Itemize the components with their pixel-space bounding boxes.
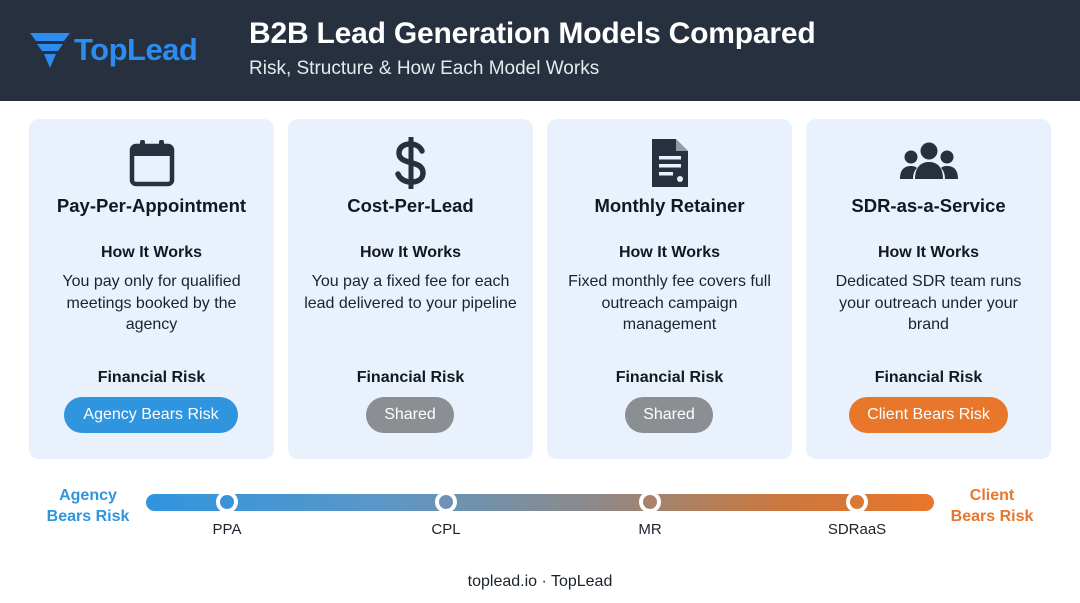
scale-node-label: MR	[638, 521, 662, 538]
scale-node-label: PPA	[212, 521, 242, 538]
financial-risk-heading: Financial Risk	[615, 369, 724, 386]
footer-credit: toplead.io · TopLead	[467, 573, 613, 590]
page-title: B2B Lead Generation Models Compared	[249, 17, 816, 50]
model-name: Pay-Per-Appointment	[56, 195, 247, 216]
how-it-works-heading: How It Works	[100, 244, 203, 261]
model-card-monthly-retainer: Monthly Retainer How It Works Fixed mont…	[547, 119, 792, 459]
scale-left-label: Agency Bears Risk	[40, 485, 136, 527]
scale-node-label: SDRaaS	[827, 521, 887, 538]
scale-right-label-line1: Client	[969, 487, 1015, 504]
scale-node-cpl	[435, 491, 457, 513]
scale-right-label: Client Bears Risk	[944, 485, 1040, 527]
how-it-works-text: Fixed monthly fee covers full outreach c…	[568, 273, 771, 333]
scale-left-label-line2: Bears Risk	[46, 508, 130, 525]
header-banner: TopLead B2B Lead Generation Models Compa…	[0, 0, 1080, 101]
financial-risk-heading: Financial Risk	[356, 369, 465, 386]
dollar-icon	[394, 137, 426, 189]
risk-scale-track	[146, 494, 934, 511]
model-card-pay-per-appointment: Pay-Per-Appointment How It Works You pay…	[29, 119, 274, 459]
scale-node-mr	[639, 491, 661, 513]
risk-badge: Shared	[366, 397, 454, 433]
how-it-works-heading: How It Works	[359, 244, 462, 261]
toplead-logo-icon	[30, 33, 70, 68]
scale-right-label-line2: Bears Risk	[950, 508, 1034, 525]
scale-node-label: CPL	[431, 521, 461, 538]
model-name: SDR-as-a-Service	[851, 195, 1006, 216]
model-name: Monthly Retainer	[594, 195, 745, 216]
team-icon	[899, 142, 958, 179]
risk-badge: Shared	[625, 397, 713, 433]
scale-left-label-line1: Agency	[59, 487, 117, 504]
how-it-works-text: You pay only for qualified meetings book…	[62, 273, 241, 333]
how-it-works-heading: How It Works	[877, 244, 980, 261]
how-it-works-text: Dedicated SDR team runs your outreach un…	[835, 273, 1022, 333]
how-it-works-text: You pay a fixed fee for each lead delive…	[304, 273, 517, 312]
scale-node-sdraas	[846, 491, 868, 513]
how-it-works-heading: How It Works	[618, 244, 721, 261]
logo-text: TopLead	[74, 32, 198, 67]
calendar-icon	[129, 140, 174, 187]
logo[interactable]: TopLead	[28, 28, 218, 72]
risk-badge: Agency Bears Risk	[64, 397, 238, 433]
scale-node-ppa	[216, 491, 238, 513]
risk-badge: Client Bears Risk	[849, 397, 1008, 433]
document-icon	[651, 139, 688, 187]
model-name: Cost-Per-Lead	[347, 195, 474, 216]
model-card-cost-per-lead: Cost-Per-Lead How It Works You pay a fix…	[288, 119, 533, 459]
financial-risk-heading: Financial Risk	[874, 369, 983, 386]
page-subtitle: Risk, Structure & How Each Model Works	[249, 58, 600, 79]
model-card-sdr-as-a-service: SDR-as-a-Service How It Works Dedicated …	[806, 119, 1051, 459]
financial-risk-heading: Financial Risk	[97, 369, 206, 386]
